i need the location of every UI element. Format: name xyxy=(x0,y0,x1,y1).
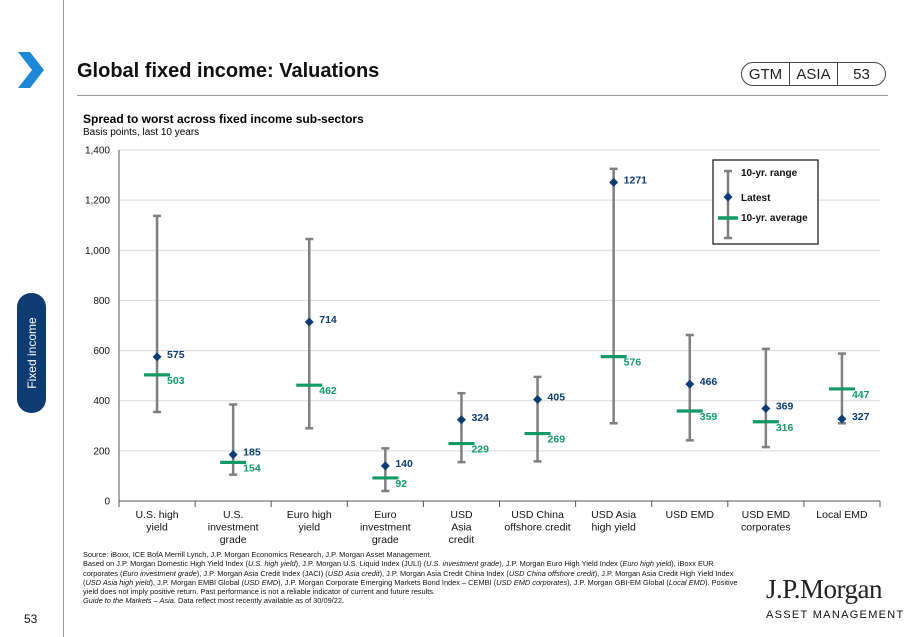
legend-range-label: 10-yr. range xyxy=(741,168,798,179)
x-tick-label: yield xyxy=(298,522,320,534)
x-tick-label: grade xyxy=(220,534,247,546)
page-number: 53 xyxy=(24,612,38,626)
latest-label: 466 xyxy=(700,376,718,388)
divider-vertical xyxy=(63,0,64,637)
latest-point xyxy=(304,317,314,327)
y-tick-label: 1,200 xyxy=(85,196,110,207)
y-tick-label: 1,400 xyxy=(85,146,110,157)
average-label: 503 xyxy=(167,375,185,387)
x-tick-label: USD EMD xyxy=(666,509,715,521)
latest-label: 327 xyxy=(852,411,870,423)
x-tick-label: Local EMD xyxy=(816,509,868,521)
x-tick-label: investment xyxy=(360,522,411,534)
latest-label: 405 xyxy=(548,391,566,403)
page-title: Global fixed income: Valuations xyxy=(77,60,380,82)
x-tick-label: investment xyxy=(208,522,259,534)
average-label: 576 xyxy=(624,357,642,369)
latest-point xyxy=(837,414,847,424)
x-tick-label: USD Asia xyxy=(591,509,636,521)
x-tick-label: yield xyxy=(146,522,168,534)
average-label: 447 xyxy=(852,389,870,401)
x-tick-label: credit xyxy=(449,534,475,546)
y-tick-label: 200 xyxy=(93,446,110,457)
chevron-right-icon xyxy=(18,52,44,88)
y-tick-label: 400 xyxy=(93,396,110,407)
source-note: Source: iBoxx, ICE BofA Merrill Lynch, J… xyxy=(83,550,432,559)
latest-label: 575 xyxy=(167,349,185,361)
average-label: 462 xyxy=(319,385,337,397)
x-tick-label: grade xyxy=(372,534,399,546)
x-tick-label: USD China xyxy=(511,509,564,521)
y-tick-label: 800 xyxy=(93,296,110,307)
latest-point xyxy=(228,450,238,460)
latest-label: 369 xyxy=(776,400,794,412)
average-label: 359 xyxy=(700,411,718,423)
y-tick-label: 1,000 xyxy=(85,246,110,257)
x-tick-label: offshore credit xyxy=(504,522,570,534)
latest-point xyxy=(609,177,619,187)
latest-point xyxy=(456,415,466,425)
x-tick-label: Euro high xyxy=(287,509,332,521)
y-tick-label: 600 xyxy=(93,346,110,357)
section-tab[interactable]: Fixed income xyxy=(17,293,46,413)
chart-units: Basis points, last 10 years xyxy=(83,127,200,138)
latest-label: 1271 xyxy=(624,174,648,186)
x-tick-label: corporates xyxy=(741,522,791,534)
latest-point xyxy=(685,379,695,389)
legend-average-label: 10-yr. average xyxy=(741,213,808,224)
legend-latest-label: Latest xyxy=(741,193,771,204)
x-tick-label: Euro xyxy=(374,509,396,521)
gtm-tag: GTM ASIA 53 xyxy=(741,62,886,86)
y-tick-label: 0 xyxy=(104,497,110,508)
footnotes: Source: iBoxx, ICE BofA Merrill Lynch, J… xyxy=(83,550,743,606)
latest-point xyxy=(380,461,390,471)
latest-point xyxy=(533,394,543,404)
chart-subtitle: Spread to worst across fixed income sub-… xyxy=(83,112,364,126)
average-label: 92 xyxy=(395,478,407,490)
latest-label: 185 xyxy=(243,447,261,459)
average-label: 154 xyxy=(243,462,261,474)
x-tick-label: USD EMD xyxy=(742,509,791,521)
x-tick-label: Asia xyxy=(451,522,472,534)
latest-label: 714 xyxy=(319,314,337,326)
latest-point xyxy=(761,403,771,413)
index-note: Based on J.P. Morgan Domestic High Yield… xyxy=(83,559,738,597)
legend-box xyxy=(712,159,819,245)
tag-region: ASIA xyxy=(796,65,831,83)
title-divider xyxy=(77,95,888,96)
latest-label: 140 xyxy=(395,458,413,470)
x-tick-label: USD xyxy=(450,509,473,521)
x-tick-label: U.S. xyxy=(223,509,243,521)
x-tick-label: high yield xyxy=(591,522,636,534)
tag-gtm: GTM xyxy=(748,65,783,83)
legend-latest-swatch xyxy=(723,192,733,202)
average-label: 316 xyxy=(776,422,794,434)
guide-note: Guide to the Markets – Asia. Data reflec… xyxy=(83,596,345,606)
latest-label: 324 xyxy=(471,412,489,424)
asset-management-logo: ASSET MANAGEMENT xyxy=(766,609,905,621)
latest-point xyxy=(152,352,162,362)
average-label: 269 xyxy=(548,434,566,446)
jpmorgan-logo: J.P.Morgan xyxy=(766,574,883,604)
x-tick-label: U.S. high xyxy=(135,509,178,521)
tag-page: 53 xyxy=(853,65,870,83)
average-label: 229 xyxy=(471,444,489,456)
